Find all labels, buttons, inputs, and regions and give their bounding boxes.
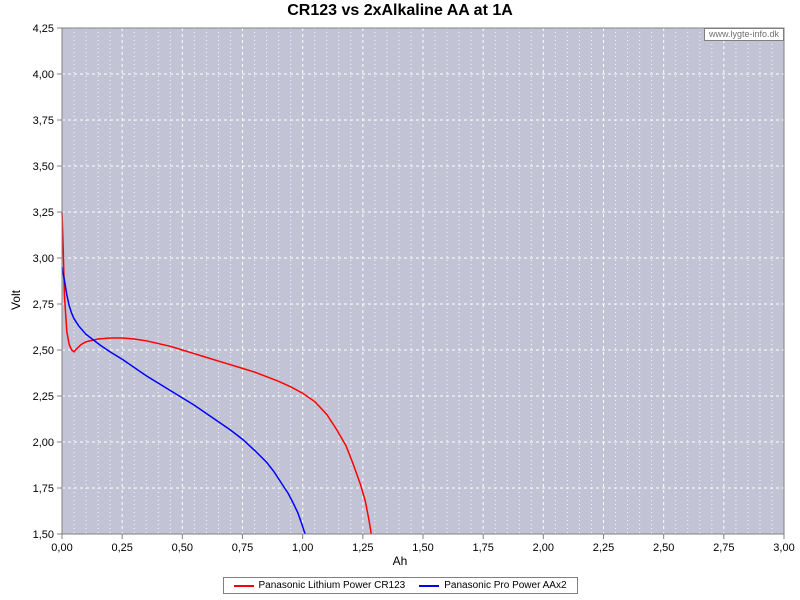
svg-text:4,00: 4,00 [33,69,54,81]
svg-text:0,75: 0,75 [232,542,253,554]
y-axis: 1,50 1,75 2,00 2,25 2,50 2,75 3,00 3,25 3,50 3,75… [33,23,62,541]
svg-text:1,50: 1,50 [33,529,54,541]
chart-title: CR123 vs 2xAlkaline AA at 1A [0,2,800,20]
legend-swatch [234,585,254,587]
svg-text:3,50: 3,50 [33,161,54,173]
x-axis-label: Ah [0,554,800,568]
svg-text:1,75: 1,75 [33,483,54,495]
svg-text:1,50: 1,50 [412,542,433,554]
svg-text:0,50: 0,50 [172,542,193,554]
svg-text:2,75: 2,75 [33,299,54,311]
svg-text:0,25: 0,25 [111,542,132,554]
legend-label: Panasonic Pro Power AAx2 [444,580,566,591]
svg-text:1,25: 1,25 [352,542,373,554]
svg-text:3,00: 3,00 [773,542,794,554]
svg-text:1,75: 1,75 [472,542,493,554]
svg-text:4,25: 4,25 [33,23,54,35]
legend-item: Panasonic Pro Power AAx2 [419,580,566,591]
svg-text:2,50: 2,50 [33,345,54,357]
svg-text:2,00: 2,00 [533,542,554,554]
svg-text:3,00: 3,00 [33,253,54,265]
svg-text:1,00: 1,00 [292,542,313,554]
x-axis: 0,00 0,25 0,50 0,75 1,00 1,25 1,50 1,75 2,00 2,25… [51,534,794,554]
y-axis-label: Volt [9,290,23,310]
plot-svg: 0,00 0,25 0,50 0,75 1,00 1,25 1,50 1,75 2,00 2,25… [0,0,800,600]
svg-text:2,25: 2,25 [33,391,54,403]
legend: Panasonic Lithium Power CR123 Panasonic P… [223,577,578,594]
svg-text:3,75: 3,75 [33,115,54,127]
svg-text:3,25: 3,25 [33,207,54,219]
legend-label: Panasonic Lithium Power CR123 [259,580,406,591]
watermark: www.lygte-info.dk [704,28,784,41]
legend-swatch [419,585,439,587]
svg-text:2,25: 2,25 [593,542,614,554]
legend-item: Panasonic Lithium Power CR123 [234,580,406,591]
svg-text:0,00: 0,00 [51,542,72,554]
svg-text:2,75: 2,75 [713,542,734,554]
svg-text:2,50: 2,50 [653,542,674,554]
discharge-chart: CR123 vs 2xAlkaline AA at 1A 0,00 0,25 0,5… [0,0,800,600]
svg-text:2,00: 2,00 [33,437,54,449]
